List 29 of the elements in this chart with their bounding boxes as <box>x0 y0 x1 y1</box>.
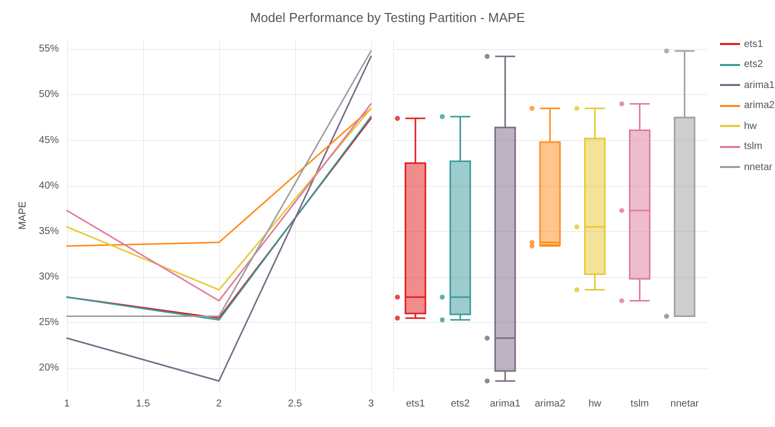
y-tick-label: 30% <box>38 272 60 283</box>
y-tick-label: 35% <box>38 226 60 237</box>
x-tick-label: 1.5 <box>136 398 150 410</box>
legend-label: ets2 <box>744 59 763 70</box>
y-tick-label: 50% <box>38 89 60 100</box>
x-tick-label: hw <box>588 398 602 410</box>
x-tick-label: nnetar <box>670 398 700 410</box>
y-tick-label: 55% <box>38 44 60 55</box>
legend-label: nnetar <box>744 162 772 173</box>
x-tick-label: 3 <box>368 398 374 410</box>
x-tick-label: arima1 <box>490 398 521 410</box>
y-tick-label: 45% <box>38 134 60 146</box>
chart-title: Model Performance by Testing Partition - MAPE <box>248 10 526 25</box>
legend-label: tslm <box>744 141 762 152</box>
y-tick-label: 40% <box>38 180 60 192</box>
x-tick-label: 2 <box>216 398 222 410</box>
x-tick-label: arima2 <box>534 398 566 410</box>
legend-label: arima2 <box>744 100 775 112</box>
x-tick-label: tslm <box>630 398 649 410</box>
x-tick-label: 2.5 <box>288 398 302 410</box>
y-axis-title: MAPE <box>18 201 28 230</box>
x-tick-label: ets2 <box>450 398 470 410</box>
x-tick-label: ets1 <box>406 398 426 410</box>
x-tick-label: 1 <box>64 398 70 410</box>
y-tick-label: 20% <box>38 362 60 374</box>
y-tick-label: 25% <box>38 317 60 328</box>
legend-label: ets1 <box>744 38 763 50</box>
legend-label: arima1 <box>744 80 775 91</box>
legend-label: hw <box>744 120 757 132</box>
